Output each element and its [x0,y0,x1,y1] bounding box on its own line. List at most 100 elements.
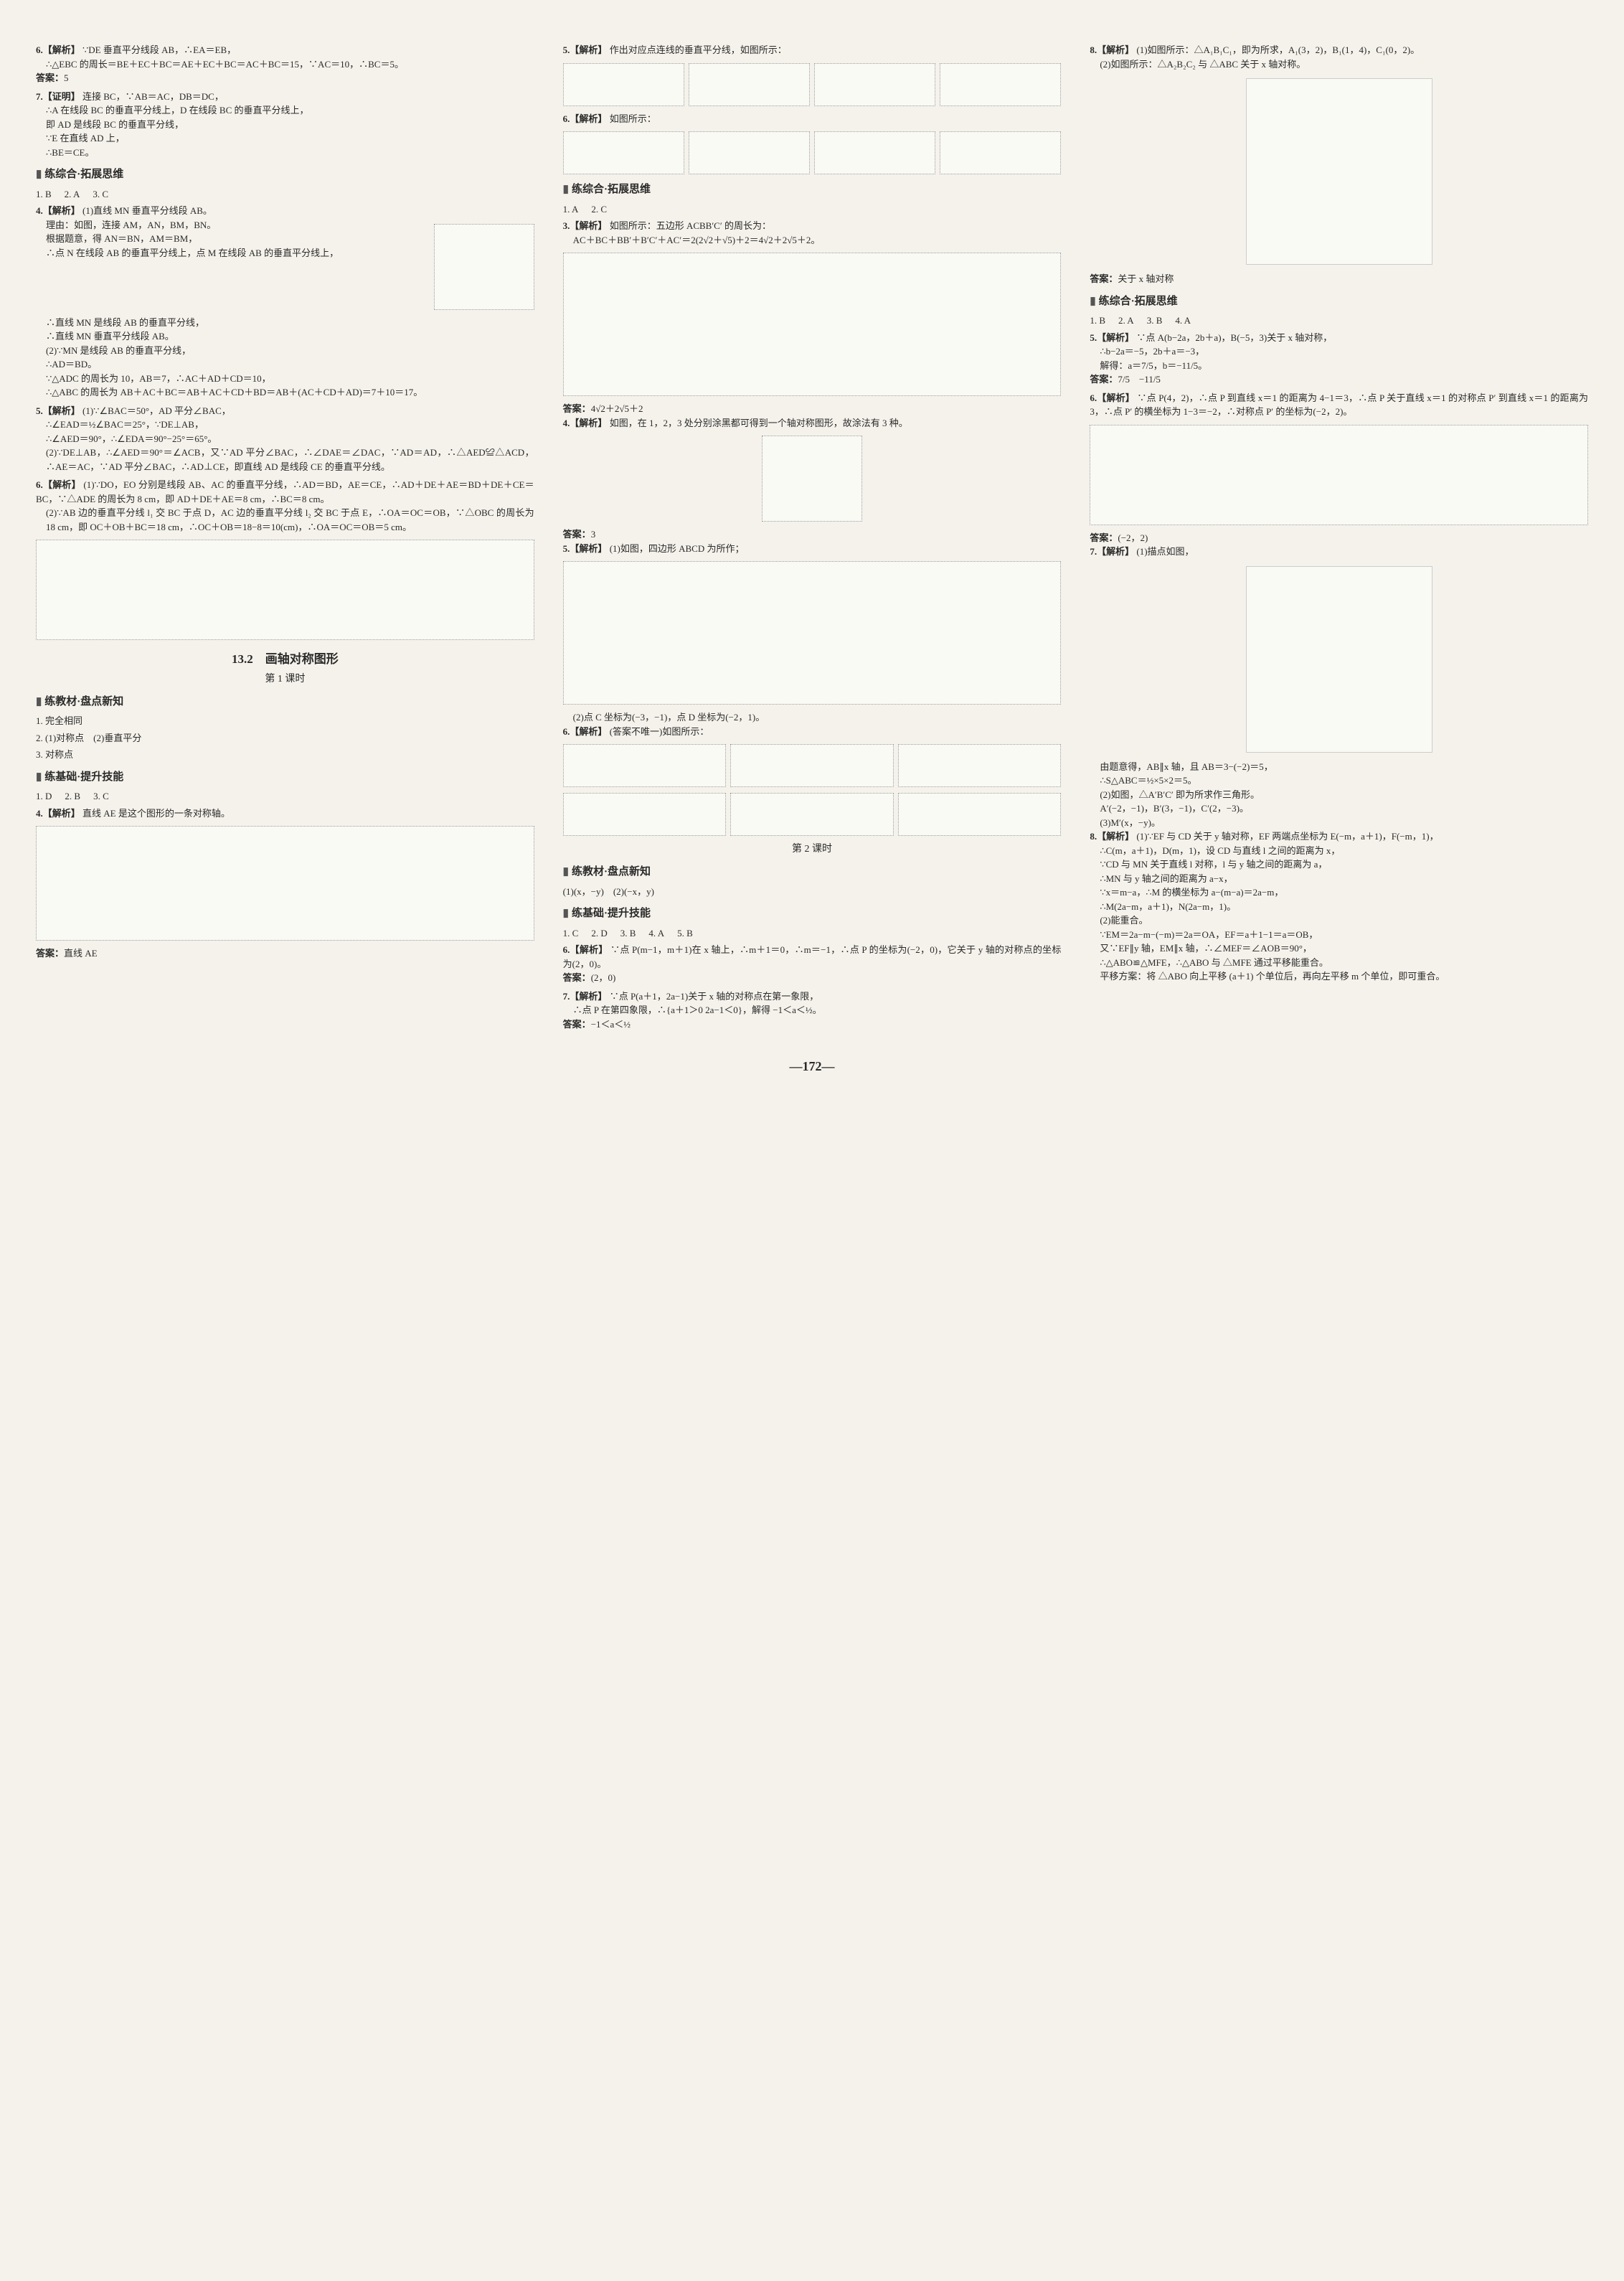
text: ∵点 P(4，2)，∴点 P 到直线 x＝1 的距离为 4−1＝3，∴点 P 关… [1090,392,1588,418]
text: ∴∠EAD＝½∠BAC＝25°，∵DE⊥AB， [36,418,534,432]
page: 6.【解析】 ∵DE 垂直平分线段 AB，∴EA＝EB， ∴△EBC 的周长＝B… [29,43,1595,1035]
ans: 3. C [93,187,108,202]
answer: −1＜a＜½ [591,1019,631,1030]
c3-item-8: 8.【解析】 (1)如图所示：△A₁B₁C₁，即为所求，A₁(3，2)，B₁(1… [1090,43,1588,71]
text: (1)如图所示：△A₁B₁C₁，即为所求，A₁(3，2)，B₁(1，4)，C₁(… [1136,44,1420,55]
text: 平移方案：将 △ABO 向上平移 (a＋1) 个单位后，再向左平移 m 个单位，… [1090,969,1588,984]
label: 8.【解析】 [1090,44,1134,55]
label: 5.【解析】 [563,543,608,554]
text: (2)∵MN 是线段 AB 的垂直平分线， [36,344,534,358]
text: 即 AD 是线段 BC 的垂直平分线， [36,118,534,132]
text: AC＋BC＋BB′＋B′C′＋AC′＝2(2√2＋√5)＋2＝4√2＋2√5＋2… [563,233,1062,248]
answer-label: 答案： [563,1019,591,1030]
ans: 2. A [65,187,80,202]
answer-label: 答案： [563,972,591,983]
answer-label: 答案： [1090,273,1118,284]
lesson-2-title: 第 2 课时 [563,842,1062,857]
label: 6.【解析】 [36,44,80,55]
answer: 关于 x 轴对称 [1118,273,1174,284]
text: (1)∵∠BAC＝50°，AD 平分∠BAC， [82,405,231,416]
figure-hexagram [36,826,534,941]
page-number: —172— [29,1057,1595,1076]
section-header: 练综合·拓展思维 [1090,293,1588,310]
text: ∵x＝m−a，∴M 的横坐标为 a−(m−a)＝2a−m， [1090,885,1588,900]
ans: 2. (1)对称点 (2)垂直平分 [36,731,534,746]
text: ∴直线 MN 垂直平分线段 AB。 [36,329,534,344]
section-header: 练综合·拓展思维 [36,166,534,183]
ans: 2. B [65,789,80,804]
text: (1)描点如图， [1136,546,1194,557]
answers-row: 1. B 2. A 3. B 4. A [1090,314,1588,328]
answers-row: 1. A 2. C [563,202,1062,217]
figure-rect-2 [689,131,810,174]
answer: 直线 AE [64,948,98,959]
ans: 2. C [591,202,607,217]
ans: (1)(x，−y) (2)(−x，y) [563,885,1062,899]
ans: 2. D [591,926,607,941]
text: ∵△ADC 的周长为 10，AB＝7，∴AC＋AD＋CD＝10， [36,372,534,386]
figure-point-p-reflection [1090,425,1588,525]
label: 8.【解析】 [1090,831,1134,842]
text: ∵E 在直线 AD 上， [36,131,534,146]
ans: 1. A [563,202,579,217]
text: ∵EM＝2a−m−(−m)＝2a＝OA，EF＝a＋1−1＝a＝OB， [1090,928,1588,942]
answer-label: 答案： [563,529,591,540]
figure-rect-1 [563,131,684,174]
text: 直线 AE 是这个图形的一条对称轴。 [82,808,230,819]
figure-row-6b-2 [563,793,1062,836]
text: ∵点 P(m−1，m＋1)在 x 轴上，∴m＋1＝0，∴m＝−1，∴点 P 的坐… [563,944,1062,969]
ans: 4. A [648,926,664,941]
ans: 3. C [93,789,109,804]
text: ∴A 在线段 BC 的垂直平分线上，D 在线段 BC 的垂直平分线上， [36,103,534,118]
text: (1)∵EF 与 CD 关于 y 轴对称，EF 两端点坐标为 E(−m，a＋1)… [1136,831,1438,842]
figure-cell [730,793,894,836]
ans: 4. A [1175,314,1191,328]
text: (2)如图，△A′B′C′ 即为所求作三角形。 [1090,788,1588,802]
c2-item-6: 6.【解析】 如图所示： [563,112,1062,126]
text: ∴直线 MN 是线段 AB 的垂直平分线， [36,316,534,330]
figure-star-icon [563,63,684,106]
c1-item-7: 7.【证明】 连接 BC，∵AB＝AC，DB＝DC， ∴A 在线段 BC 的垂直… [36,90,534,160]
text: (答案不唯一)如图所示： [610,726,709,737]
c1-item-4b: 4.【解析】 直线 AE 是这个图形的一条对称轴。 [36,806,534,821]
figure-cell [898,744,1062,787]
figure-brackets-icon [814,63,935,106]
answer: 5 [64,72,69,83]
c2-item-5b: 5.【解析】 (1)如图，四边形 ABCD 为所作； [563,542,1062,556]
text: ∵DE 垂直平分线段 AB，∴EA＝EB， [82,44,236,55]
answers-row: 1. B 2. A 3. C [36,187,534,202]
figure-cell [898,793,1062,836]
section-header: 练综合·拓展思维 [563,182,1062,198]
c1-item-5a: 5.【解析】 (1)∵∠BAC＝50°，AD 平分∠BAC， ∴∠EAD＝½∠B… [36,404,534,474]
section-header: 练教材·盘点新知 [36,694,534,710]
text: ∴MN 与 y 轴之间的距离为 a−x， [1090,872,1588,886]
figure-row-rects [563,131,1062,174]
text: (2)∵AB 边的垂直平分线 l₁ 交 BC 于点 D，AC 边的垂直平分线 l… [36,506,534,534]
column-1: 6.【解析】 ∵DE 垂直平分线段 AB，∴EA＝EB， ∴△EBC 的周长＝B… [29,43,542,1035]
text: 作出对应点连线的垂直平分线，如图所示： [610,44,787,55]
c3-item-6: 6.【解析】 ∵点 P(4，2)，∴点 P 到直线 x＝1 的距离为 4−1＝3… [1090,391,1588,419]
figure-abcd-axes [563,561,1062,705]
c1-item-6a: 6.【解析】 (1)∵DO，EO 分别是线段 AB、AC 的垂直平分线，∴AD＝… [36,478,534,534]
label: 6.【解析】 [36,479,81,490]
text: ∵CD 与 MN 关于直线 l 对称，l 与 y 轴之间的距离为 a， [1090,857,1588,872]
ans: 1. C [563,926,579,941]
label: 7.【解析】 [1090,546,1134,557]
label: 6.【解析】 [563,113,608,124]
text: (3)M′(x，−y)。 [1090,816,1588,830]
label: 5.【解析】 [1090,332,1134,343]
answer: (2，0) [591,972,616,983]
c1-item-4a: 4.【解析】 (1)直线 MN 垂直平分线段 AB。 理由：如图，连接 AM，A… [36,204,534,400]
text: ∴AD＝BD。 [36,357,534,372]
figure-cell [730,744,894,787]
label: 4.【解析】 [36,205,80,216]
text: 如图所示：五边形 ACBB′C′ 的周长为： [610,220,771,231]
label: 5.【解析】 [36,405,80,416]
label: 4.【解析】 [563,418,608,428]
label: 6.【解析】 [563,944,608,955]
c2-item-4: 4.【解析】 如图，在 1，2，3 处分别涂黑都可得到一个轴对称图形，故涂法有 … [563,416,1062,431]
section-header: 练教材·盘点新知 [563,864,1062,880]
ans: 5. B [677,926,693,941]
text: A′(−2，−1)，B′(3，−1)，C′(2，−3)。 [1090,801,1588,816]
section-13-2-title: 13.2 画轴对称图形 [36,650,534,669]
